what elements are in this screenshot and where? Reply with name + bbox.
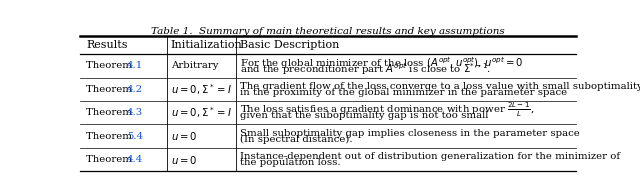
Text: in the proximity of the global minimizer in the parameter space: in the proximity of the global minimizer… — [240, 88, 567, 97]
Text: Arbitrary: Arbitrary — [171, 61, 218, 70]
Text: 4.4: 4.4 — [127, 155, 143, 164]
Text: Initialization: Initialization — [171, 40, 243, 50]
Text: $u=0, \Sigma^*=I$: $u=0, \Sigma^*=I$ — [171, 105, 232, 120]
Text: Instance-dependent out of distribution generalization for the minimizer of: Instance-dependent out of distribution g… — [240, 152, 620, 161]
Text: Basic Description: Basic Description — [240, 40, 340, 50]
Text: Theorem: Theorem — [86, 108, 136, 117]
Text: given that the suboptimality gap is not too small: given that the suboptimality gap is not … — [240, 111, 488, 120]
Text: 5.4: 5.4 — [127, 132, 143, 141]
Text: For the global minimizer of the loss $(A^{opt},u^{opt})$, $u^{opt}=0$: For the global minimizer of the loss $(A… — [240, 55, 524, 71]
Text: and the preconditioner part $A^{opt}$ is close to $\Sigma^{*-1}$.: and the preconditioner part $A^{opt}$ is… — [240, 61, 492, 77]
Text: 4.2: 4.2 — [127, 85, 143, 94]
Text: Small suboptimality gap implies closeness in the parameter space: Small suboptimality gap implies closenes… — [240, 129, 580, 137]
Text: 4.3: 4.3 — [127, 108, 143, 117]
Text: $u=0, \Sigma^*=I$: $u=0, \Sigma^*=I$ — [171, 82, 232, 97]
Text: $u=0$: $u=0$ — [171, 154, 197, 166]
Text: Theorem: Theorem — [86, 155, 136, 164]
Text: Theorem: Theorem — [86, 132, 136, 141]
Text: $u=0$: $u=0$ — [171, 130, 197, 142]
Text: Results: Results — [86, 40, 128, 50]
Text: Table 1.  Summary of main theoretical results and key assumptions: Table 1. Summary of main theoretical res… — [151, 27, 505, 36]
Text: 4.1: 4.1 — [127, 61, 143, 70]
Text: The gradient flow of the loss converge to a loss value with small suboptimality : The gradient flow of the loss converge t… — [240, 82, 640, 91]
Text: Theorem: Theorem — [86, 85, 136, 94]
Text: the population loss.: the population loss. — [240, 158, 341, 167]
Text: The loss satisfies a gradient dominance with power $\frac{2L-1}{L}$,: The loss satisfies a gradient dominance … — [240, 100, 534, 119]
Text: Theorem: Theorem — [86, 61, 136, 70]
Text: (In spectral distance).: (In spectral distance). — [240, 135, 353, 144]
